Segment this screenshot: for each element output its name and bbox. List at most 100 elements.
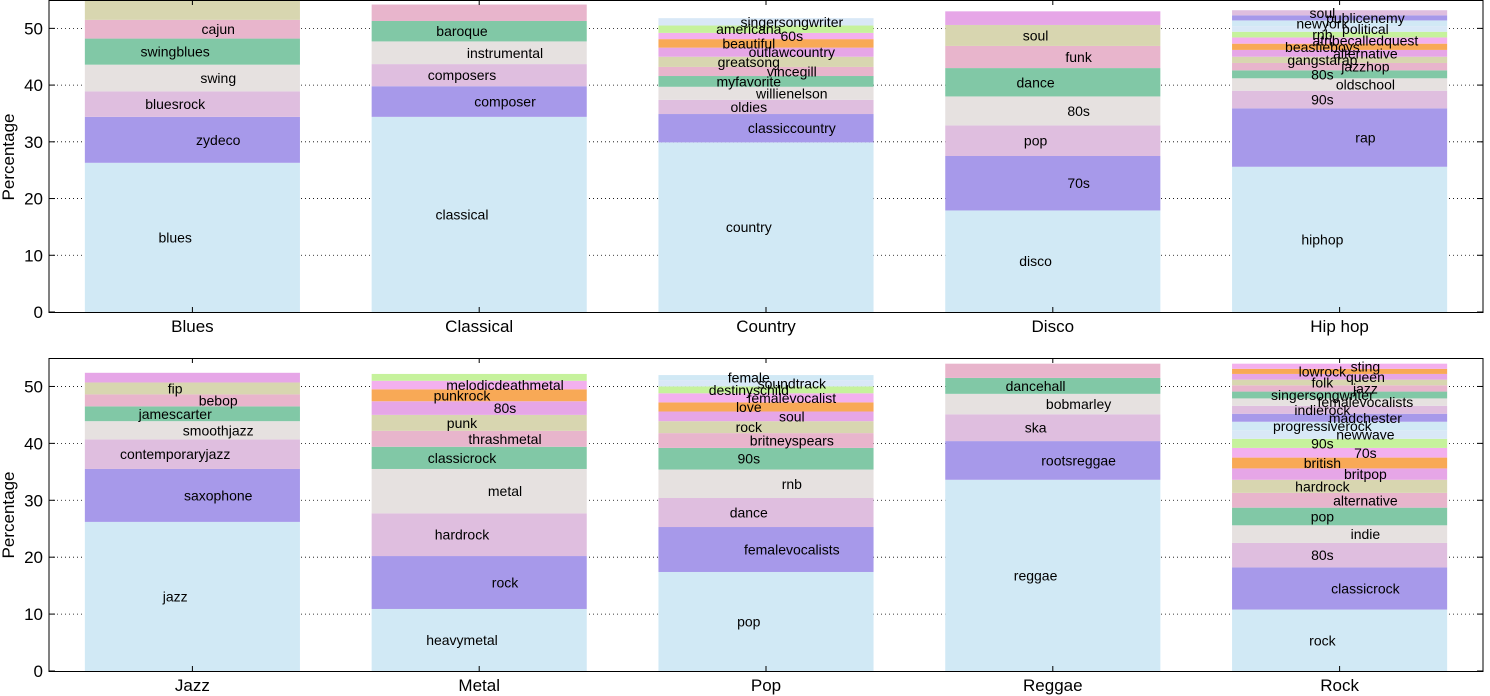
bar-segment xyxy=(658,39,874,48)
segment-label: contemporaryjazz xyxy=(120,446,231,462)
bar-segment xyxy=(658,86,874,100)
segment-label: punk xyxy=(447,415,478,431)
bar-segment xyxy=(945,210,1161,312)
segment-label: queen xyxy=(1346,369,1385,385)
bottom-panel: jazzsaxophonecontemporaryjazzsmoothjazzj… xyxy=(0,358,1484,695)
segment-label: composers xyxy=(428,67,496,83)
y-tick-label: 30 xyxy=(24,133,43,152)
segment-label: willienelson xyxy=(755,85,828,101)
segment-label: smoothjazz xyxy=(183,422,254,438)
bar-segment xyxy=(1232,447,1448,458)
bar-segment xyxy=(658,375,874,381)
segment-label: americana xyxy=(716,21,782,37)
segment-label: jazz xyxy=(162,588,188,604)
category-label: Metal xyxy=(458,676,500,695)
segment-label: classical xyxy=(436,206,489,222)
bar-segment xyxy=(945,45,1161,69)
y-tick-label: 0 xyxy=(34,303,43,322)
segment-label: beastieboys xyxy=(1285,39,1360,55)
bar-segment xyxy=(371,556,587,609)
segment-label: 90s xyxy=(1311,92,1334,108)
bar-segment xyxy=(945,393,1161,415)
category-label: Disco xyxy=(1032,317,1075,336)
segment-label: pop xyxy=(1311,508,1335,524)
segment-label: love xyxy=(736,399,762,415)
top-axes-frame xyxy=(48,0,1484,313)
segment-label: dance xyxy=(730,505,768,521)
bar-segment xyxy=(1232,108,1448,167)
bottom-bar-pop: pop femalevocalists dance rnb 90s britneyspea… xyxy=(658,370,874,671)
category-label: Reggae xyxy=(1023,676,1083,695)
segment-label: vincegill xyxy=(767,63,817,79)
segment-label: singersongwriter xyxy=(1271,387,1374,403)
segment-label: dance xyxy=(1017,74,1055,90)
segment-label: bebop xyxy=(199,392,238,408)
segment-label: cajun xyxy=(201,21,234,37)
segment-label: political xyxy=(1342,21,1389,37)
segment-label: reggae xyxy=(1014,567,1058,583)
bar-segment xyxy=(658,469,874,498)
bar-segment xyxy=(371,86,587,117)
segment-label: newwave xyxy=(1336,427,1395,443)
bar-segment xyxy=(1232,31,1448,38)
segment-label: swingblues xyxy=(141,44,210,60)
bar-segment xyxy=(1232,26,1448,32)
segment-label: 70s xyxy=(1067,175,1090,191)
segment-label: folk xyxy=(1311,374,1334,390)
segment-label: britneyspears xyxy=(750,433,834,449)
bar-segment xyxy=(84,91,300,117)
y-tick-label: 20 xyxy=(24,190,43,209)
bar-segment xyxy=(84,382,300,395)
segment-label: rock xyxy=(1309,632,1336,648)
segment-label: rnb xyxy=(782,476,802,492)
segment-label: metal xyxy=(488,483,522,499)
bar-segment xyxy=(1232,609,1448,671)
bottom-bar-jazz: jazz saxophone contemporaryjazz smoothjazzj… xyxy=(84,372,300,671)
bar-segment xyxy=(945,24,1161,46)
segment-label: country xyxy=(726,219,772,235)
bar-segment xyxy=(658,76,874,87)
bar-segment xyxy=(371,41,587,65)
bar-segment xyxy=(658,66,874,77)
bar-segment xyxy=(84,406,300,422)
bar-segment xyxy=(945,11,1161,25)
segment-label: classiccountry xyxy=(748,120,836,136)
segment-label: heavymetal xyxy=(426,632,498,648)
segment-label: 80s xyxy=(1067,103,1090,119)
bar-segment xyxy=(371,116,587,312)
bar-segment xyxy=(945,479,1161,671)
bar-segment xyxy=(658,421,874,434)
category-label: Blues xyxy=(171,317,214,336)
y-tick-label: 50 xyxy=(24,377,43,396)
bar-segment xyxy=(1232,78,1448,91)
bar-segment xyxy=(371,608,587,671)
y-tick-label: 40 xyxy=(24,76,43,95)
bar-segment xyxy=(945,377,1161,394)
segment-label: jazz xyxy=(1352,380,1378,396)
bar-segment xyxy=(1232,457,1448,469)
segment-label: jamescarter xyxy=(138,406,212,422)
segment-label: ska xyxy=(1025,420,1047,436)
bottom-y-axis-label: Percentage xyxy=(0,472,18,559)
bar-segment xyxy=(658,18,874,26)
bar-segment xyxy=(658,393,874,403)
segment-label: hiphop xyxy=(1301,231,1343,247)
bar-segment xyxy=(945,441,1161,480)
bar-segment xyxy=(1232,398,1448,406)
bar-segment xyxy=(84,394,300,407)
segment-label: bluesrock xyxy=(145,96,206,112)
bar-segment xyxy=(658,571,874,671)
bar-segment xyxy=(1232,20,1448,27)
top-bar-blues: blues zydeco bluesrock swing swingblues cajun xyxy=(84,0,300,312)
segment-label: fip xyxy=(168,380,183,396)
bottom-bar-metal: heavymetal rock hardrock metal classicrock th… xyxy=(371,373,587,671)
bar-segment xyxy=(658,25,874,33)
bar-segment xyxy=(1232,43,1448,50)
segment-label: disco xyxy=(1019,253,1052,269)
top-bar-disco: disco 70s pop 80s dance funk soul xyxy=(945,11,1161,312)
segment-label: gangstarap xyxy=(1287,52,1357,68)
segment-label: female xyxy=(728,370,770,386)
segment-label: atribecalledquest xyxy=(1312,33,1418,49)
segment-label: rap xyxy=(1355,130,1375,146)
